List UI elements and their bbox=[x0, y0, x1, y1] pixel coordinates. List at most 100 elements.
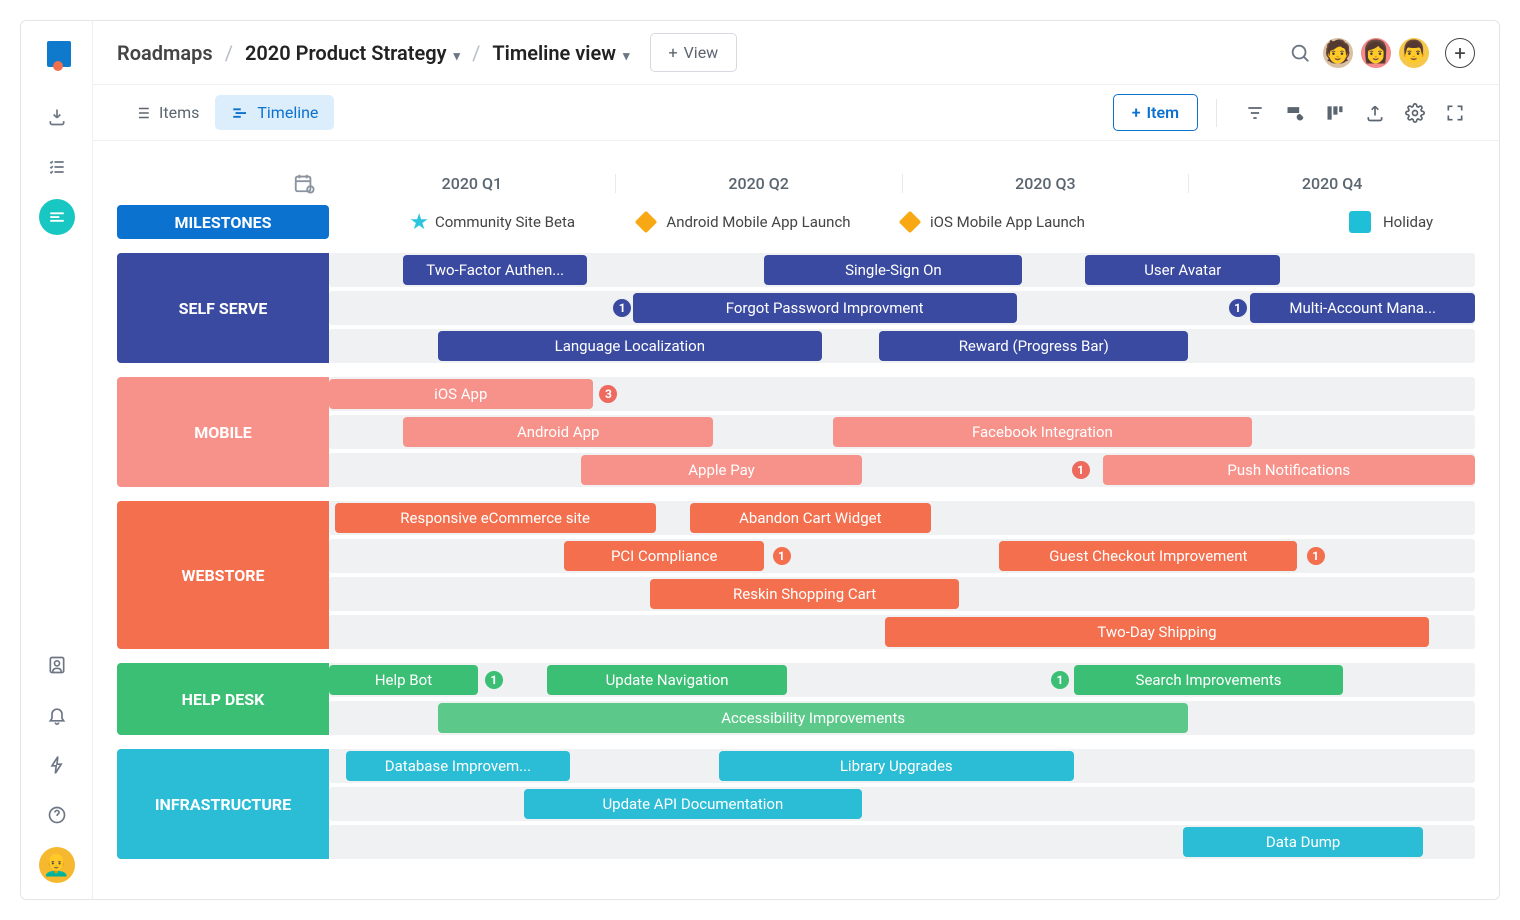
settings-icon[interactable] bbox=[1395, 97, 1435, 129]
timeline-bar[interactable]: Android App bbox=[403, 417, 712, 447]
collaborator-avatar[interactable]: 👩 bbox=[1359, 36, 1393, 70]
timeline-bar-label: Push Notifications bbox=[1227, 461, 1350, 479]
tab-items[interactable]: Items bbox=[117, 95, 215, 130]
rail-checklist-icon[interactable] bbox=[39, 149, 75, 185]
swimlane-label: INFRASTRUCTURE bbox=[117, 749, 329, 859]
timeline-bar[interactable]: Language Localization bbox=[438, 331, 822, 361]
add-item-button[interactable]: + Item bbox=[1113, 94, 1198, 131]
add-collaborator-button[interactable]: + bbox=[1445, 38, 1475, 68]
timeline-bar[interactable]: iOS App bbox=[329, 379, 593, 409]
main-content: Roadmaps / 2020 Product Strategy ▾ / Tim… bbox=[93, 21, 1499, 899]
timeline-bar-label: Accessibility Improvements bbox=[721, 709, 905, 727]
timeline-bar[interactable]: Two-Day Shipping bbox=[885, 617, 1429, 647]
swimlane-rows: Help Bot 1 Update Navigation 1 Search Improv… bbox=[329, 663, 1475, 735]
app-logo bbox=[43, 41, 71, 69]
timeline-bar[interactable]: Update Navigation bbox=[547, 665, 788, 695]
diamond-icon bbox=[635, 211, 658, 234]
timeline-bar[interactable]: Push Notifications bbox=[1103, 455, 1475, 485]
timeline-bar[interactable]: Help Bot bbox=[329, 665, 478, 695]
timeline-bar-label: Language Localization bbox=[555, 337, 705, 355]
breadcrumb-project[interactable]: 2020 Product Strategy ▾ bbox=[245, 41, 460, 65]
timeline-row: Accessibility Improvements bbox=[329, 701, 1475, 735]
milestone-track: ★ Community Site Beta Android Mobile App… bbox=[329, 205, 1475, 239]
timeline-bar[interactable]: Apple Pay bbox=[581, 455, 862, 485]
timeline-bar[interactable]: Accessibility Improvements bbox=[438, 703, 1189, 733]
calendar-settings-icon[interactable] bbox=[117, 172, 329, 194]
tag-icon[interactable] bbox=[1275, 97, 1315, 129]
rail-timeline-icon[interactable] bbox=[39, 199, 75, 235]
filter-icon[interactable] bbox=[1235, 97, 1275, 129]
timeline-bar[interactable]: Database Improvem... bbox=[346, 751, 569, 781]
milestones-row: MILESTONES ★ Community Site Beta Android… bbox=[117, 205, 1475, 239]
timeline-bar[interactable]: Responsive eCommerce site bbox=[335, 503, 656, 533]
timeline-row: iOS App 3 bbox=[329, 377, 1475, 411]
count-badge[interactable]: 1 bbox=[1051, 671, 1069, 689]
timeline-bar-label: Search Improvements bbox=[1136, 671, 1282, 689]
rail-contacts-icon[interactable] bbox=[39, 647, 75, 683]
timeline-bar[interactable]: Forgot Password Improvment bbox=[633, 293, 1017, 323]
count-badge[interactable]: 1 bbox=[613, 299, 631, 317]
collaborator-avatar[interactable]: 👨 bbox=[1397, 36, 1431, 70]
quarter-header: 2020 Q3 bbox=[902, 174, 1189, 193]
export-icon[interactable] bbox=[1355, 97, 1395, 129]
timeline-bar[interactable]: User Avatar bbox=[1085, 255, 1280, 285]
timeline-row: 1Forgot Password Improvment1Multi-Accoun… bbox=[329, 291, 1475, 325]
milestone-label: Android Mobile App Launch bbox=[666, 213, 850, 231]
timeline-bar[interactable]: Data Dump bbox=[1183, 827, 1424, 857]
timeline-bar-label: User Avatar bbox=[1144, 261, 1221, 279]
holiday-icon bbox=[1349, 211, 1371, 233]
diamond-icon bbox=[899, 211, 922, 234]
timeline-bar-label: Reward (Progress Bar) bbox=[959, 337, 1109, 355]
count-badge[interactable]: 1 bbox=[773, 547, 791, 565]
milestone-community-beta[interactable]: ★ Community Site Beta bbox=[409, 210, 575, 235]
timeline-row: Update API Documentation bbox=[329, 787, 1475, 821]
timeline-bar[interactable]: Two-Factor Authen... bbox=[403, 255, 586, 285]
milestone-ios-launch[interactable]: iOS Mobile App Launch bbox=[902, 213, 1085, 231]
timeline-bar[interactable]: Update API Documentation bbox=[524, 789, 862, 819]
timeline-bar[interactable]: PCI Compliance bbox=[564, 541, 765, 571]
milestone-android-launch[interactable]: Android Mobile App Launch bbox=[638, 213, 850, 231]
plus-icon: + bbox=[1132, 103, 1141, 122]
count-badge[interactable]: 1 bbox=[1229, 299, 1247, 317]
add-view-button[interactable]: + View bbox=[650, 33, 738, 72]
timeline-bar[interactable]: Reskin Shopping Cart bbox=[650, 579, 959, 609]
rail-activity-icon[interactable] bbox=[39, 747, 75, 783]
timeline-bar-label: Single-Sign On bbox=[845, 261, 942, 279]
count-badge[interactable]: 1 bbox=[485, 671, 503, 689]
current-user-avatar[interactable]: 👨‍🦲 bbox=[39, 847, 75, 883]
rail-help-icon[interactable] bbox=[39, 797, 75, 833]
timeline-bar[interactable]: Guest Checkout Improvement bbox=[999, 541, 1297, 571]
timeline-bar[interactable]: Facebook Integration bbox=[833, 417, 1251, 447]
breadcrumb-root[interactable]: Roadmaps bbox=[117, 41, 213, 65]
rail-import-icon[interactable] bbox=[39, 99, 75, 135]
timeline-icon bbox=[231, 104, 249, 122]
collaborator-avatar[interactable]: 🧑 bbox=[1321, 36, 1355, 70]
add-view-label: View bbox=[684, 43, 719, 62]
search-icon[interactable] bbox=[1283, 36, 1317, 70]
columns-icon[interactable] bbox=[1315, 97, 1355, 129]
divider bbox=[1216, 99, 1217, 127]
timeline-bar-label: Database Improvem... bbox=[385, 757, 531, 775]
timeline-bar[interactable]: Search Improvements bbox=[1074, 665, 1343, 695]
timeline-bar-label: Forgot Password Improvment bbox=[726, 299, 924, 317]
tab-timeline[interactable]: Timeline bbox=[215, 95, 334, 130]
timeline-bar[interactable]: Single-Sign On bbox=[764, 255, 1022, 285]
timeline-bar-label: PCI Compliance bbox=[611, 547, 717, 565]
timeline-bar-label: Guest Checkout Improvement bbox=[1049, 547, 1247, 565]
count-badge[interactable]: 1 bbox=[1307, 547, 1325, 565]
count-badge[interactable]: 1 bbox=[1072, 461, 1090, 479]
timeline-bar[interactable]: Abandon Cart Widget bbox=[690, 503, 931, 533]
timeline-row: Two-Day Shipping bbox=[329, 615, 1475, 649]
timeline-bar[interactable]: Reward (Progress Bar) bbox=[879, 331, 1188, 361]
quarters-row: 2020 Q12020 Q22020 Q32020 Q4 bbox=[329, 174, 1475, 193]
rail-notifications-icon[interactable] bbox=[39, 697, 75, 733]
count-badge[interactable]: 3 bbox=[599, 385, 617, 403]
milestone-holiday[interactable]: Holiday bbox=[1349, 211, 1433, 233]
breadcrumb-view[interactable]: Timeline view ▾ bbox=[492, 41, 629, 65]
timeline-bar[interactable]: Library Upgrades bbox=[719, 751, 1074, 781]
timeline-row: Apple Pay 1 Push Notifications bbox=[329, 453, 1475, 487]
swimlane-mobile: MOBILEiOS App3Android AppFacebook Integr… bbox=[117, 377, 1475, 487]
breadcrumb-sep: / bbox=[472, 41, 480, 65]
timeline-bar[interactable]: Multi-Account Mana... bbox=[1250, 293, 1475, 323]
fullscreen-icon[interactable] bbox=[1435, 97, 1475, 129]
